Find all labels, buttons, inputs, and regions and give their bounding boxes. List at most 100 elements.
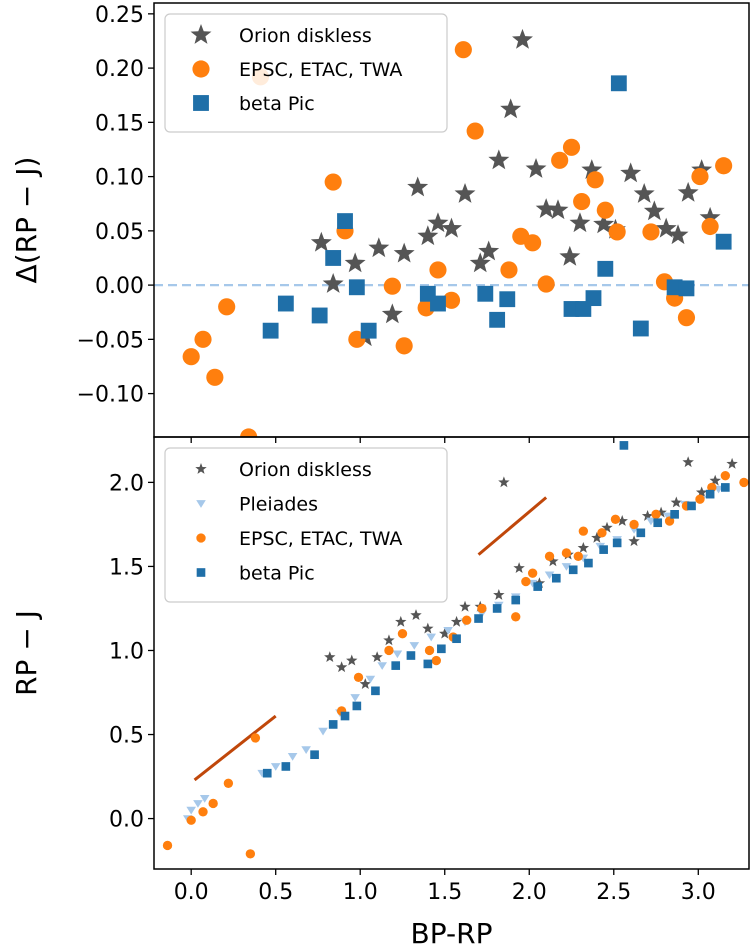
data-point xyxy=(593,213,615,234)
data-point xyxy=(423,659,433,669)
data-point xyxy=(682,456,694,468)
data-point xyxy=(715,157,733,175)
data-point xyxy=(431,655,441,666)
data-point xyxy=(162,840,173,851)
data-point xyxy=(311,307,328,324)
data-point xyxy=(547,555,559,567)
top-legend: Orion diskless EPSC, ETAC, TWA beta Pic xyxy=(164,13,448,133)
bottom-axes-frame xyxy=(153,436,750,870)
data-point xyxy=(250,733,261,743)
x-tick-label: 2.5 xyxy=(596,880,631,905)
legend-label: Pleiades xyxy=(239,494,318,516)
data-point xyxy=(371,651,383,663)
data-point xyxy=(513,562,525,573)
data-point xyxy=(620,162,642,183)
data-point xyxy=(527,568,538,578)
data-point xyxy=(687,501,696,511)
data-point xyxy=(670,496,683,508)
data-point xyxy=(452,634,461,644)
data-point xyxy=(262,322,279,339)
data-point xyxy=(383,277,401,295)
data-point xyxy=(653,518,663,528)
x-tick-label: 3.0 xyxy=(681,880,716,905)
data-point xyxy=(346,654,358,666)
data-point xyxy=(392,650,403,659)
data-point xyxy=(569,212,591,233)
data-point xyxy=(633,182,655,203)
data-point xyxy=(426,633,437,642)
data-point xyxy=(186,815,196,825)
data-point xyxy=(578,526,589,536)
data-point xyxy=(348,279,365,296)
data-point xyxy=(359,678,371,689)
data-point xyxy=(715,233,732,250)
data-point xyxy=(525,158,547,178)
data-point xyxy=(533,582,543,591)
bottom-legend: Orion diskless Pleiades EPSC, ETAC, TWA bet… xyxy=(164,447,448,603)
data-point xyxy=(335,661,348,673)
data-point xyxy=(619,441,629,450)
data-point xyxy=(492,604,502,613)
data-point xyxy=(551,151,569,169)
x-tick-label: 0.5 xyxy=(258,880,293,905)
data-point xyxy=(655,217,677,238)
data-point xyxy=(616,515,628,526)
data-point xyxy=(182,348,200,366)
y-tick-label: 0.5 xyxy=(109,724,144,749)
data-point xyxy=(629,519,639,530)
x-tick-label: 2.0 xyxy=(512,880,547,905)
data-point xyxy=(739,477,749,488)
data-point xyxy=(365,675,376,684)
data-point xyxy=(601,521,613,533)
data-point xyxy=(636,528,646,538)
data-point xyxy=(198,807,208,817)
y-tick-label: −0.10 xyxy=(77,383,144,408)
data-point xyxy=(450,615,463,627)
data-point xyxy=(544,571,555,580)
data-point xyxy=(537,275,555,293)
legend-label: Orion diskless xyxy=(239,25,372,47)
data-point xyxy=(498,476,510,488)
data-point xyxy=(371,686,380,696)
data-point xyxy=(430,295,446,312)
data-point xyxy=(441,217,462,238)
data-point xyxy=(301,746,311,754)
data-point xyxy=(597,260,614,277)
series-beta-pic xyxy=(262,75,732,339)
top-plot-area xyxy=(154,28,749,437)
data-point xyxy=(695,494,705,504)
data-point xyxy=(705,489,715,499)
data-point xyxy=(391,661,401,670)
data-point xyxy=(612,538,622,548)
data-point xyxy=(360,322,377,339)
data-point xyxy=(581,159,603,179)
data-point xyxy=(584,558,593,568)
data-point xyxy=(632,320,649,337)
data-point xyxy=(218,298,236,316)
data-point xyxy=(395,615,407,627)
data-point xyxy=(521,576,531,587)
data-point xyxy=(393,242,415,263)
data-point xyxy=(377,662,387,670)
data-point xyxy=(664,516,675,526)
y-tick-label: −0.05 xyxy=(77,328,144,353)
legend-marker xyxy=(196,500,206,508)
data-point xyxy=(344,252,366,273)
data-point xyxy=(500,98,522,119)
data-point xyxy=(437,644,446,654)
data-point xyxy=(499,291,516,308)
data-point xyxy=(500,261,518,279)
data-point xyxy=(474,614,483,623)
data-point xyxy=(277,295,294,312)
data-point xyxy=(535,198,557,219)
data-point xyxy=(281,762,291,771)
data-point xyxy=(199,795,210,803)
y-tick-label: 0.10 xyxy=(95,166,144,191)
data-point xyxy=(381,303,403,324)
y-tick-label: 0.0 xyxy=(109,808,144,833)
data-point xyxy=(245,849,256,859)
data-point xyxy=(325,250,342,266)
data-point xyxy=(573,551,583,562)
data-point xyxy=(350,694,360,702)
data-point xyxy=(511,612,521,622)
